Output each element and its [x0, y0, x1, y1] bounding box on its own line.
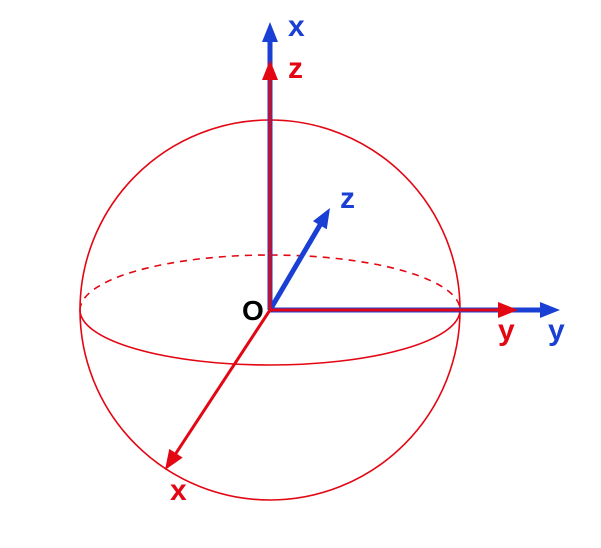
- blue-x-label: x: [288, 10, 305, 43]
- red-x-axis: [165, 310, 270, 470]
- red-z-label: z: [288, 52, 303, 85]
- red-x-label: x: [170, 474, 187, 507]
- red-y-axis: [270, 302, 518, 318]
- blue-z-label: z: [340, 182, 355, 215]
- blue-y-label: y: [548, 314, 565, 347]
- sphere-axes-diagram: x y z z y x O: [0, 0, 601, 548]
- red-y-label: y: [498, 314, 515, 347]
- origin-label: O: [242, 295, 264, 326]
- equator-front: [80, 310, 460, 365]
- red-z-axis: [262, 60, 278, 310]
- blue-z-axis: [270, 208, 330, 310]
